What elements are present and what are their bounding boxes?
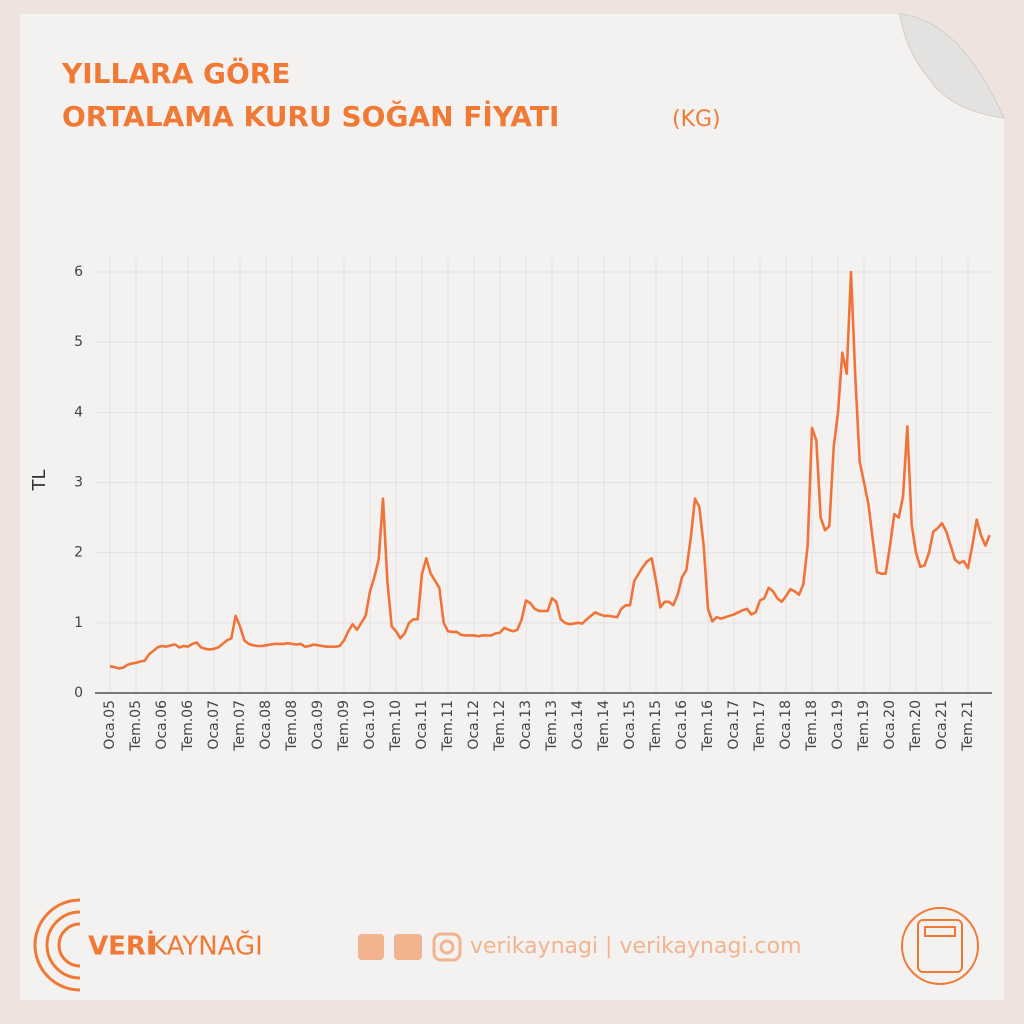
series-line: [109, 270, 991, 670]
calculator-badge: [901, 907, 979, 985]
card: [20, 14, 1004, 1000]
x-tick-label: Oca.17: [726, 700, 742, 750]
x-tick-label: Tem.15: [648, 700, 664, 752]
x-tick-label: Tem.07: [232, 700, 248, 752]
x-tick-label: Oca.12: [466, 700, 482, 750]
y-axis-title: TL: [29, 469, 50, 491]
y-tick-label: 1: [74, 615, 83, 631]
calculator-screen: [924, 926, 956, 937]
x-tick-label: Oca.11: [414, 700, 430, 750]
x-tick-label: Tem.12: [492, 700, 508, 752]
page-curl: [899, 13, 1005, 119]
y-tick-label: 0: [74, 685, 83, 701]
logo: [33, 898, 81, 992]
y-tick-label: 5: [74, 334, 83, 350]
x-tick-label: Oca.19: [830, 700, 846, 750]
twitter-icon: [394, 934, 422, 960]
x-tick-label: Tem.13: [544, 700, 560, 752]
x-tick-label: Oca.15: [622, 700, 638, 750]
x-tick-label: Oca.06: [154, 700, 170, 750]
x-tick-label: Tem.19: [856, 700, 872, 752]
facebook-icon: [358, 934, 384, 960]
brand: VERİ: [88, 930, 156, 962]
x-tick-label: Tem.06: [180, 700, 196, 752]
x-tick-label: Oca.09: [310, 700, 326, 750]
x-tick-label: Oca.21: [934, 700, 950, 750]
chart-title: ORTALAMA KURU SOĞAN FİYATI: [62, 99, 559, 133]
x-tick-label: Tem.11: [440, 700, 456, 752]
x-tick-label: Tem.10: [388, 700, 404, 752]
social-handle: verikaynagi | verikaynagi.com: [470, 934, 802, 959]
chart-unit: (KG): [672, 107, 721, 132]
x-tick-label: Tem.05: [128, 700, 144, 752]
x-tick-label: Tem.14: [596, 700, 612, 752]
y-tick-label: 6: [74, 264, 83, 280]
x-tick-label: Oca.18: [778, 700, 794, 750]
x-tick-label: Oca.20: [882, 700, 898, 750]
x-tick-label: Tem.21: [960, 700, 976, 752]
instagram-icon: [432, 932, 462, 962]
x-tick-label: Oca.16: [674, 700, 690, 750]
brand: KAYNAĞI: [150, 930, 263, 962]
x-tick-label: Oca.14: [570, 700, 586, 750]
x-tick-label: Tem.16: [700, 700, 716, 752]
plot: 0 1 2 3 4 5 6 Oca.05 Tem.05 Oca.06 Tem.06 Oca.07 Tem…: [74, 258, 992, 752]
x-tick-label: Tem.20: [908, 700, 924, 752]
y-tick-label: 2: [74, 545, 83, 561]
x-tick-label: Oca.08: [258, 700, 274, 750]
y-tick-label: 3: [74, 475, 83, 491]
x-tick-label: Oca.10: [362, 700, 378, 750]
x-tick-label: Tem.17: [752, 700, 768, 752]
y-tick-label: 4: [74, 404, 83, 420]
x-tick-label: Oca.05: [102, 700, 118, 750]
x-tick-label: Tem.08: [284, 700, 300, 752]
x-tick-label: Oca.13: [518, 700, 534, 750]
x-tick-label: Oca.07: [206, 700, 222, 750]
x-tick-label: Tem.09: [336, 700, 352, 752]
instagram-icon: [439, 939, 455, 955]
calculator-icon: [917, 919, 963, 973]
x-tick-label: Tem.18: [804, 700, 820, 752]
chart-title: YILLARA GÖRE: [61, 56, 291, 90]
page-curl-bg: [900, 14, 1004, 118]
